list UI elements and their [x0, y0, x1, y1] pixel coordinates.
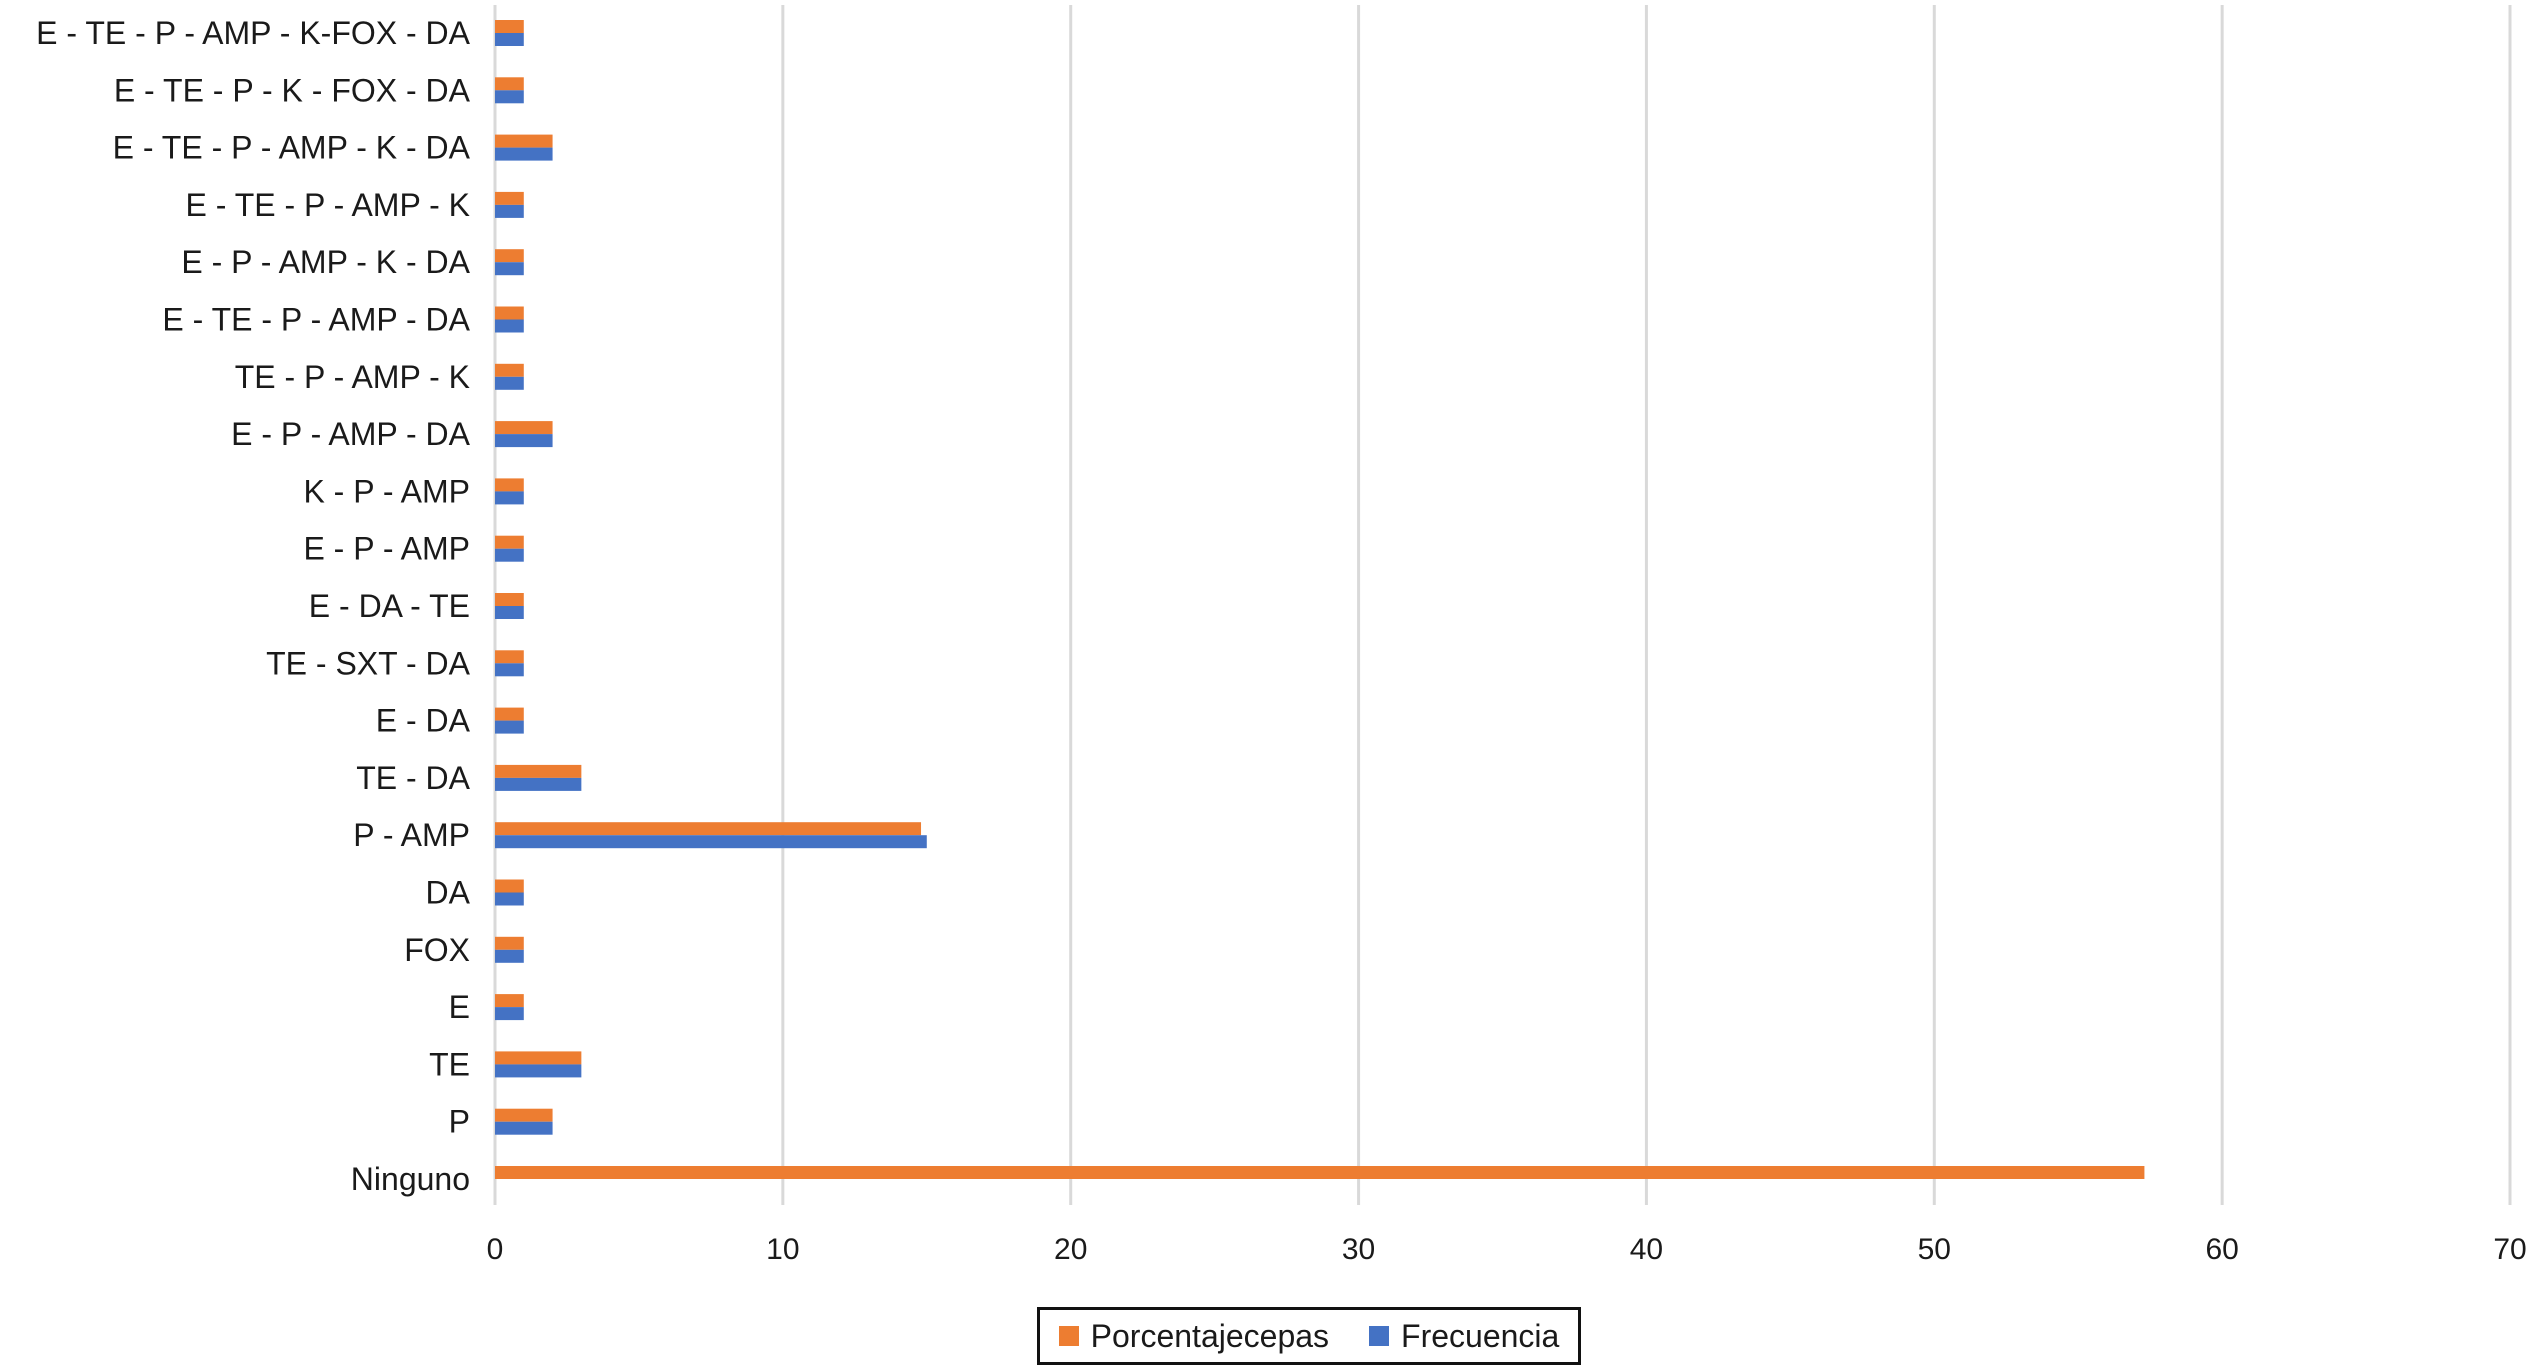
legend-item-porcentajecepas: Porcentajecepas	[1058, 1317, 1330, 1355]
category-label: DA	[426, 875, 471, 911]
x-tick-label: 70	[2493, 1233, 2526, 1266]
bars	[495, 20, 2145, 1179]
bar-frecuencia-4	[495, 949, 524, 963]
bar-frecuencia-3	[495, 1007, 524, 1021]
category-label: E - TE - P - AMP - K-FOX - DA	[36, 15, 471, 51]
category-label: E - DA - TE	[309, 588, 470, 624]
category-label: E - DA	[376, 703, 471, 739]
bar-frecuencia-16	[495, 262, 524, 276]
legend: Porcentajecepas Frecuencia	[1037, 1307, 1581, 1365]
bar-frecuencia-1	[495, 1121, 553, 1135]
gridlines	[493, 5, 2512, 1205]
bar-frecuencia-7	[495, 777, 582, 791]
category-label: E - P - AMP	[303, 531, 470, 567]
bar-porcentajecepas-11	[495, 535, 524, 549]
legend-label-porcentajecepas: Porcentajecepas	[1090, 1317, 1330, 1354]
category-label: TE - P - AMP - K	[235, 359, 470, 395]
bar-frecuencia-12	[495, 491, 524, 505]
bar-porcentajecepas-8	[495, 707, 524, 721]
x-tick-label: 10	[766, 1233, 799, 1266]
category-label: FOX	[404, 932, 470, 968]
category-label: Ninguno	[351, 1161, 470, 1197]
bar-frecuencia-19	[495, 90, 524, 104]
legend-item-frecuencia: Frecuencia	[1369, 1318, 1559, 1355]
bar-porcentajecepas-1	[495, 1108, 553, 1122]
bar-frecuencia-18	[495, 147, 553, 161]
category-label: E - P - AMP - K - DA	[181, 244, 470, 280]
category-label: E - TE - P - AMP - K - DA	[113, 130, 471, 166]
bar-frecuencia-11	[495, 548, 524, 562]
bar-frecuencia-15	[495, 319, 524, 333]
bar-frecuencia-13	[495, 434, 553, 448]
bar-porcentajecepas-3	[495, 994, 524, 1008]
category-label: TE	[429, 1046, 470, 1082]
bar-porcentajecepas-19	[495, 77, 524, 91]
bar-frecuencia-20	[495, 33, 524, 46]
category-label: E	[449, 989, 470, 1025]
x-tick-label: 60	[2205, 1233, 2238, 1266]
bar-porcentajecepas-13	[495, 421, 553, 435]
category-label: P - AMP	[353, 817, 470, 853]
x-tick-label: 40	[1630, 1233, 1663, 1266]
category-label: TE - SXT - DA	[266, 645, 471, 681]
x-tick-label: 30	[1342, 1233, 1375, 1266]
bar-porcentajecepas-20	[495, 20, 524, 33]
legend-swatch-porcentajecepas	[1058, 1326, 1079, 1346]
bar-porcentajecepas-16	[495, 249, 524, 263]
bar-frecuencia-14	[495, 376, 524, 390]
bar-porcentajecepas-5	[495, 879, 524, 893]
bar-porcentajecepas-2	[495, 1051, 582, 1065]
legend-label-frecuencia: Frecuencia	[1401, 1317, 1560, 1354]
category-labels: Ninguno P TE E FOX DA P - AMP TE - DA E - DA TE -…	[36, 15, 471, 1197]
bar-frecuencia-5	[495, 892, 524, 906]
category-label: E - P - AMP - DA	[231, 416, 471, 452]
bar-porcentajecepas-18	[495, 134, 553, 148]
bar-porcentajecepas-14	[495, 363, 524, 377]
bar-porcentajecepas-10	[495, 593, 524, 606]
bar-porcentajecepas-4	[495, 936, 524, 950]
x-tick-label: 0	[487, 1233, 504, 1266]
category-label: P	[449, 1104, 470, 1140]
bar-frecuencia-8	[495, 720, 524, 734]
bar-porcentajecepas-17	[495, 191, 524, 205]
x-tick-label: 50	[1918, 1233, 1951, 1266]
bar-frecuencia-2	[495, 1064, 582, 1078]
legend-swatch-frecuencia	[1369, 1326, 1390, 1346]
category-label: E - TE - P - AMP - K	[185, 187, 470, 223]
bar-porcentajecepas-9	[495, 650, 524, 664]
category-label: E - TE - P - AMP - DA	[162, 302, 470, 338]
category-label: E - TE - P - K - FOX - DA	[114, 72, 471, 108]
category-label: K - P - AMP	[303, 473, 470, 509]
x-tick-labels: 0 10 20 30 40 50 60 70	[487, 1233, 2527, 1266]
bar-frecuencia-9	[495, 663, 524, 677]
bar-frecuencia-6	[495, 835, 927, 849]
bar-porcentajecepas-15	[495, 306, 524, 320]
bar-porcentajecepas-0	[495, 1166, 2145, 1179]
bar-porcentajecepas-6	[495, 822, 922, 836]
bar-porcentajecepas-7	[495, 764, 582, 778]
category-label: TE - DA	[356, 760, 470, 796]
bar-frecuencia-17	[495, 204, 524, 218]
bar-frecuencia-10	[495, 606, 524, 619]
bar-porcentajecepas-12	[495, 478, 524, 492]
x-tick-label: 20	[1054, 1233, 1087, 1266]
